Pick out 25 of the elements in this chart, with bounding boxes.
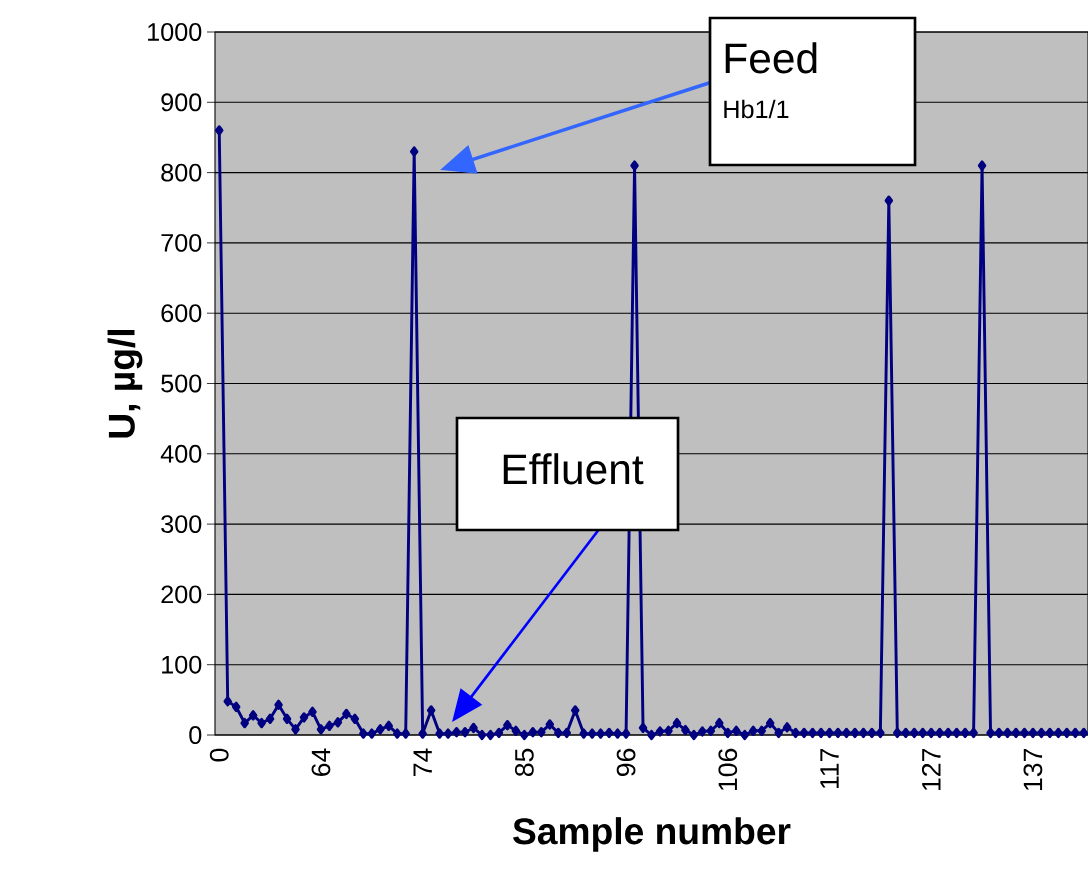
x-tick-label: 74 [413,748,432,776]
x-tick-label: 106 [718,748,738,790]
annotation: Hb1/1 [724,99,789,119]
y-tick-label: 400 [160,444,202,463]
y-tick-label: 100 [162,655,202,674]
y-tick-label: 1000 [148,23,202,41]
x-tick-label: 137 [1023,749,1043,790]
x-tick-label: 64 [311,748,331,776]
x-tick-label: 85 [514,748,534,777]
annotation: Effluent [503,453,644,485]
x-tick-label: 127 [921,749,941,790]
y-tick-label: 0 [189,726,202,744]
annotation: Feed [725,42,817,74]
y-tick-label: 300 [161,515,202,534]
x-tick-label: 96 [616,748,636,776]
x-axis-title: Sample number [513,817,791,852]
y-tick-label: 900 [161,93,202,112]
x-tick-label: 117 [820,749,839,789]
y-tick-label: 200 [161,585,202,604]
x-tick-label: 0 [209,748,229,762]
y-axis-title: U, µg/l [107,329,143,438]
y-tick-label: 500 [161,374,202,393]
y-tick-label: 700 [161,233,202,252]
y-tick-label: 600 [161,304,202,323]
y-tick-label: 800 [161,163,202,182]
